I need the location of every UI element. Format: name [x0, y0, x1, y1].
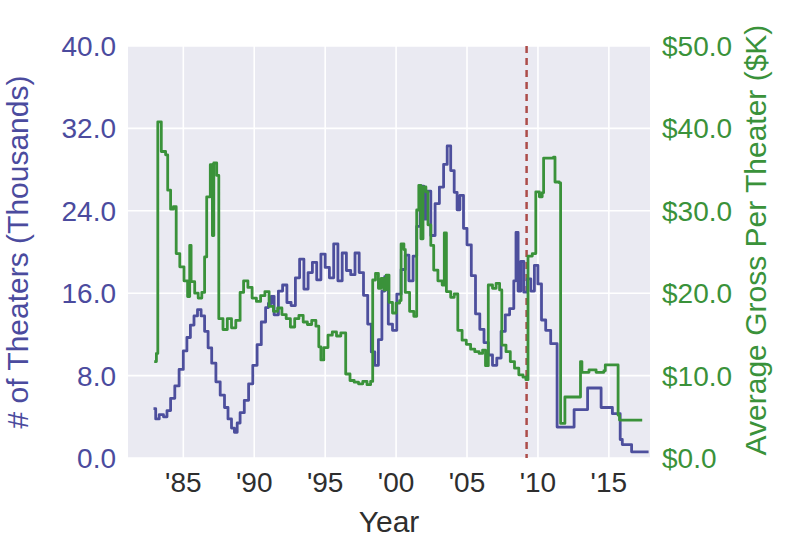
- right-axis-title: Average Gross Per Theater ($K): [739, 25, 772, 456]
- y-right-tick-label: $0.0: [662, 443, 717, 474]
- y-right-tick-label: $50.0: [662, 31, 732, 62]
- x-tick-label: '05: [449, 467, 486, 498]
- y-left-tick-label: 0.0: [77, 443, 116, 474]
- chart-figure: 0.0 8.0 16.0 24.0 32.0 40.0 $0.0 $10.0 $20.0 $30.…: [0, 0, 800, 550]
- y-left-tick-label: 16.0: [62, 278, 117, 309]
- x-tick-label: '85: [165, 467, 202, 498]
- left-axis-title: # of Theaters (Thousands): [1, 76, 34, 429]
- y-right-tick-label: $10.0: [662, 361, 732, 392]
- x-tick-label: '10: [520, 467, 557, 498]
- y-left-tick-label: 32.0: [62, 113, 117, 144]
- x-tick-label: '95: [307, 467, 344, 498]
- y-right-tick-label: $30.0: [662, 196, 732, 227]
- x-tick-label: '90: [236, 467, 273, 498]
- y-right-tick-label: $20.0: [662, 278, 732, 309]
- x-axis-title: Year: [359, 505, 420, 538]
- x-tick-label: '00: [378, 467, 415, 498]
- y-left-tick-label: 40.0: [62, 31, 117, 62]
- chart-canvas: 0.0 8.0 16.0 24.0 32.0 40.0 $0.0 $10.0 $20.0 $30.…: [0, 0, 800, 550]
- y-right-tick-label: $40.0: [662, 113, 732, 144]
- x-tick-label: '15: [591, 467, 628, 498]
- chart-generated-layer: 0.0 8.0 16.0 24.0 32.0 40.0 $0.0 $10.0 $20.0 $30.…: [62, 31, 733, 498]
- y-left-tick-label: 24.0: [62, 196, 117, 227]
- y-left-tick-label: 8.0: [77, 361, 116, 392]
